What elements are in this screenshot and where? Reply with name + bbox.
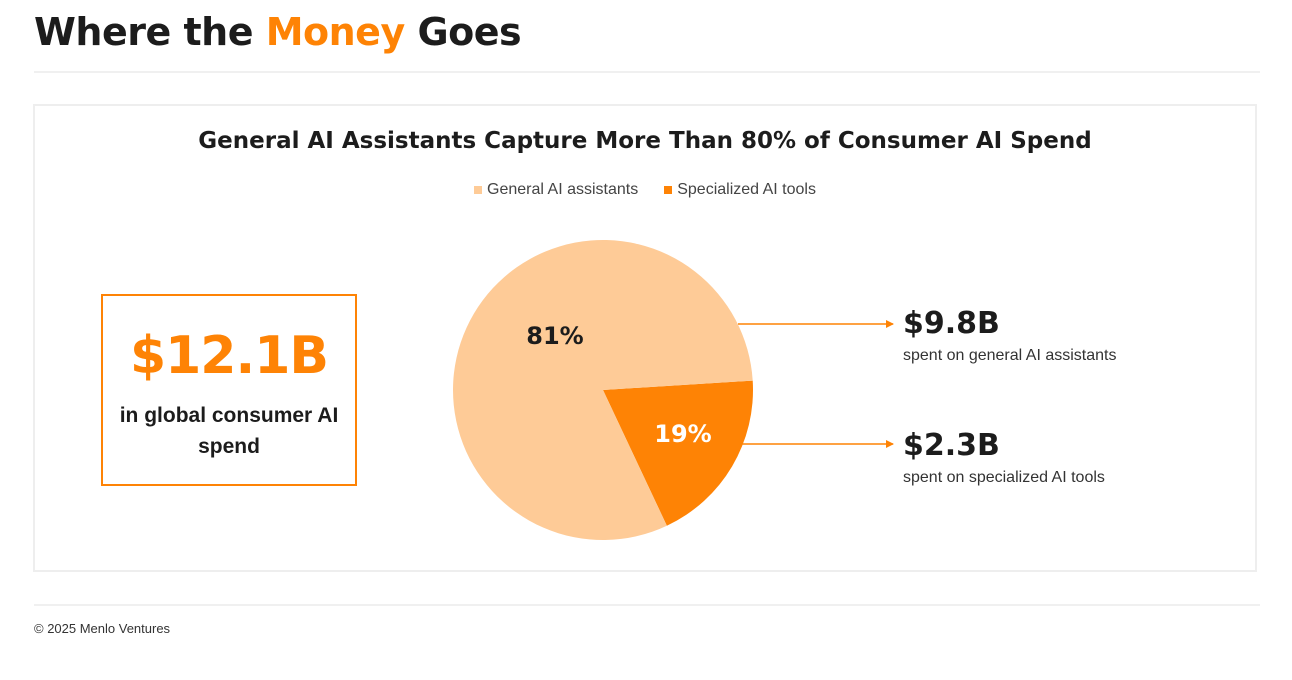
copyright-footer: © 2025 Menlo Ventures bbox=[34, 621, 171, 636]
callout-specialized-value: $2.3B bbox=[903, 428, 1000, 463]
total-spend-box: $12.1B in global consumer AI spend bbox=[101, 294, 357, 486]
pie-chart: 81% 19% bbox=[452, 240, 894, 541]
pie-slice-general bbox=[452, 240, 753, 541]
pie-label-specialized: 19% bbox=[654, 420, 711, 448]
total-spend-caption: in global consumer AI spend bbox=[119, 404, 339, 458]
chart-card: General AI Assistants Capture More Than … bbox=[33, 104, 1257, 572]
callout-general-value: $9.8B bbox=[903, 306, 1000, 341]
callout-specialized-description: spent on specialized AI tools bbox=[903, 469, 1105, 486]
total-spend-value: $12.1B bbox=[129, 326, 329, 386]
page-title: Where the Money Goes bbox=[34, 10, 522, 54]
legend-swatch-specialized bbox=[664, 186, 673, 194]
chart-legend: General AI assistants Specialized AI too… bbox=[35, 181, 1255, 199]
title-text-accent: Money bbox=[265, 10, 406, 54]
bottom-divider bbox=[34, 604, 1260, 606]
title-text-pre: Where the bbox=[34, 10, 266, 54]
chart-title: General AI Assistants Capture More Than … bbox=[198, 128, 1092, 154]
legend-label-specialized: Specialized AI tools bbox=[677, 181, 816, 198]
top-divider bbox=[34, 71, 1260, 73]
pie-label-general: 81% bbox=[526, 322, 583, 350]
legend-item-specialized: Specialized AI tools bbox=[664, 181, 816, 199]
callout-specialized: $2.3B spent on specialized AI tools bbox=[903, 428, 1105, 487]
pie-slice-specialized bbox=[603, 380, 753, 526]
legend-item-general: General AI assistants bbox=[474, 181, 638, 199]
callout-general: $9.8B spent on general AI assistants bbox=[903, 306, 1116, 365]
legend-label-general: General AI assistants bbox=[487, 181, 639, 198]
title-text-post: Goes bbox=[404, 10, 522, 54]
callout-general-description: spent on general AI assistants bbox=[903, 347, 1117, 364]
legend-swatch-general bbox=[474, 186, 483, 194]
